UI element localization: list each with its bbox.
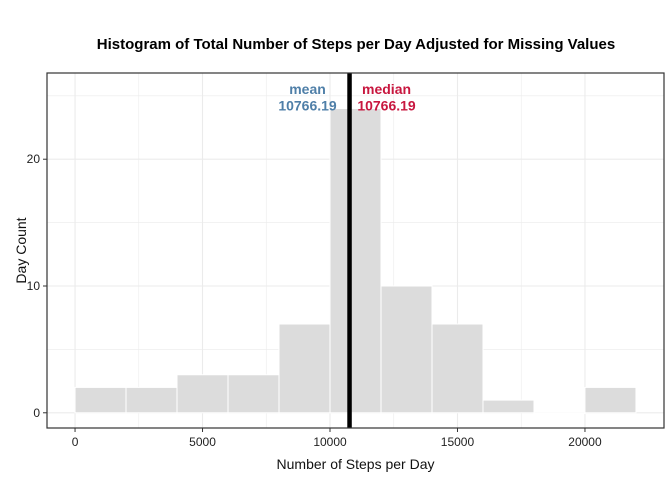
histogram-bar	[329, 108, 382, 414]
x-tick-label: 0	[72, 435, 79, 449]
histogram-bar	[176, 374, 229, 414]
x-axis-title: Number of Steps per Day	[277, 456, 435, 472]
histogram-bars	[74, 108, 637, 415]
mean-value: 10766.19	[278, 97, 337, 113]
histogram-bar	[74, 386, 127, 414]
x-tick-label: 20000	[568, 435, 602, 449]
histogram-bar	[482, 399, 535, 414]
x-tick-label: 15000	[441, 435, 475, 449]
x-tick-label: 10000	[313, 435, 347, 449]
annotations: mean 10766.19 median 10766.19	[278, 81, 416, 113]
x-tick-label: 5000	[189, 435, 216, 449]
histogram-bar	[278, 323, 331, 414]
histogram-bar	[533, 412, 586, 415]
median-value: 10766.19	[357, 97, 416, 113]
histogram-bar	[380, 285, 433, 414]
mean-label: mean	[289, 81, 326, 97]
y-tick-label: 10	[27, 279, 41, 293]
chart-title: Histogram of Total Number of Steps per D…	[97, 36, 615, 53]
y-axis-title: Day Count	[13, 217, 29, 283]
median-label: median	[362, 81, 411, 97]
axes: 0 5000 10000 15000 20000 0 10 20	[27, 152, 602, 449]
histogram-bar	[227, 374, 280, 414]
y-tick-label: 0	[33, 406, 40, 420]
histogram-bar	[125, 386, 178, 414]
histogram-bar	[584, 386, 637, 414]
y-tick-label: 20	[27, 152, 41, 166]
histogram-bar	[431, 323, 484, 414]
panel-border	[46, 72, 665, 429]
